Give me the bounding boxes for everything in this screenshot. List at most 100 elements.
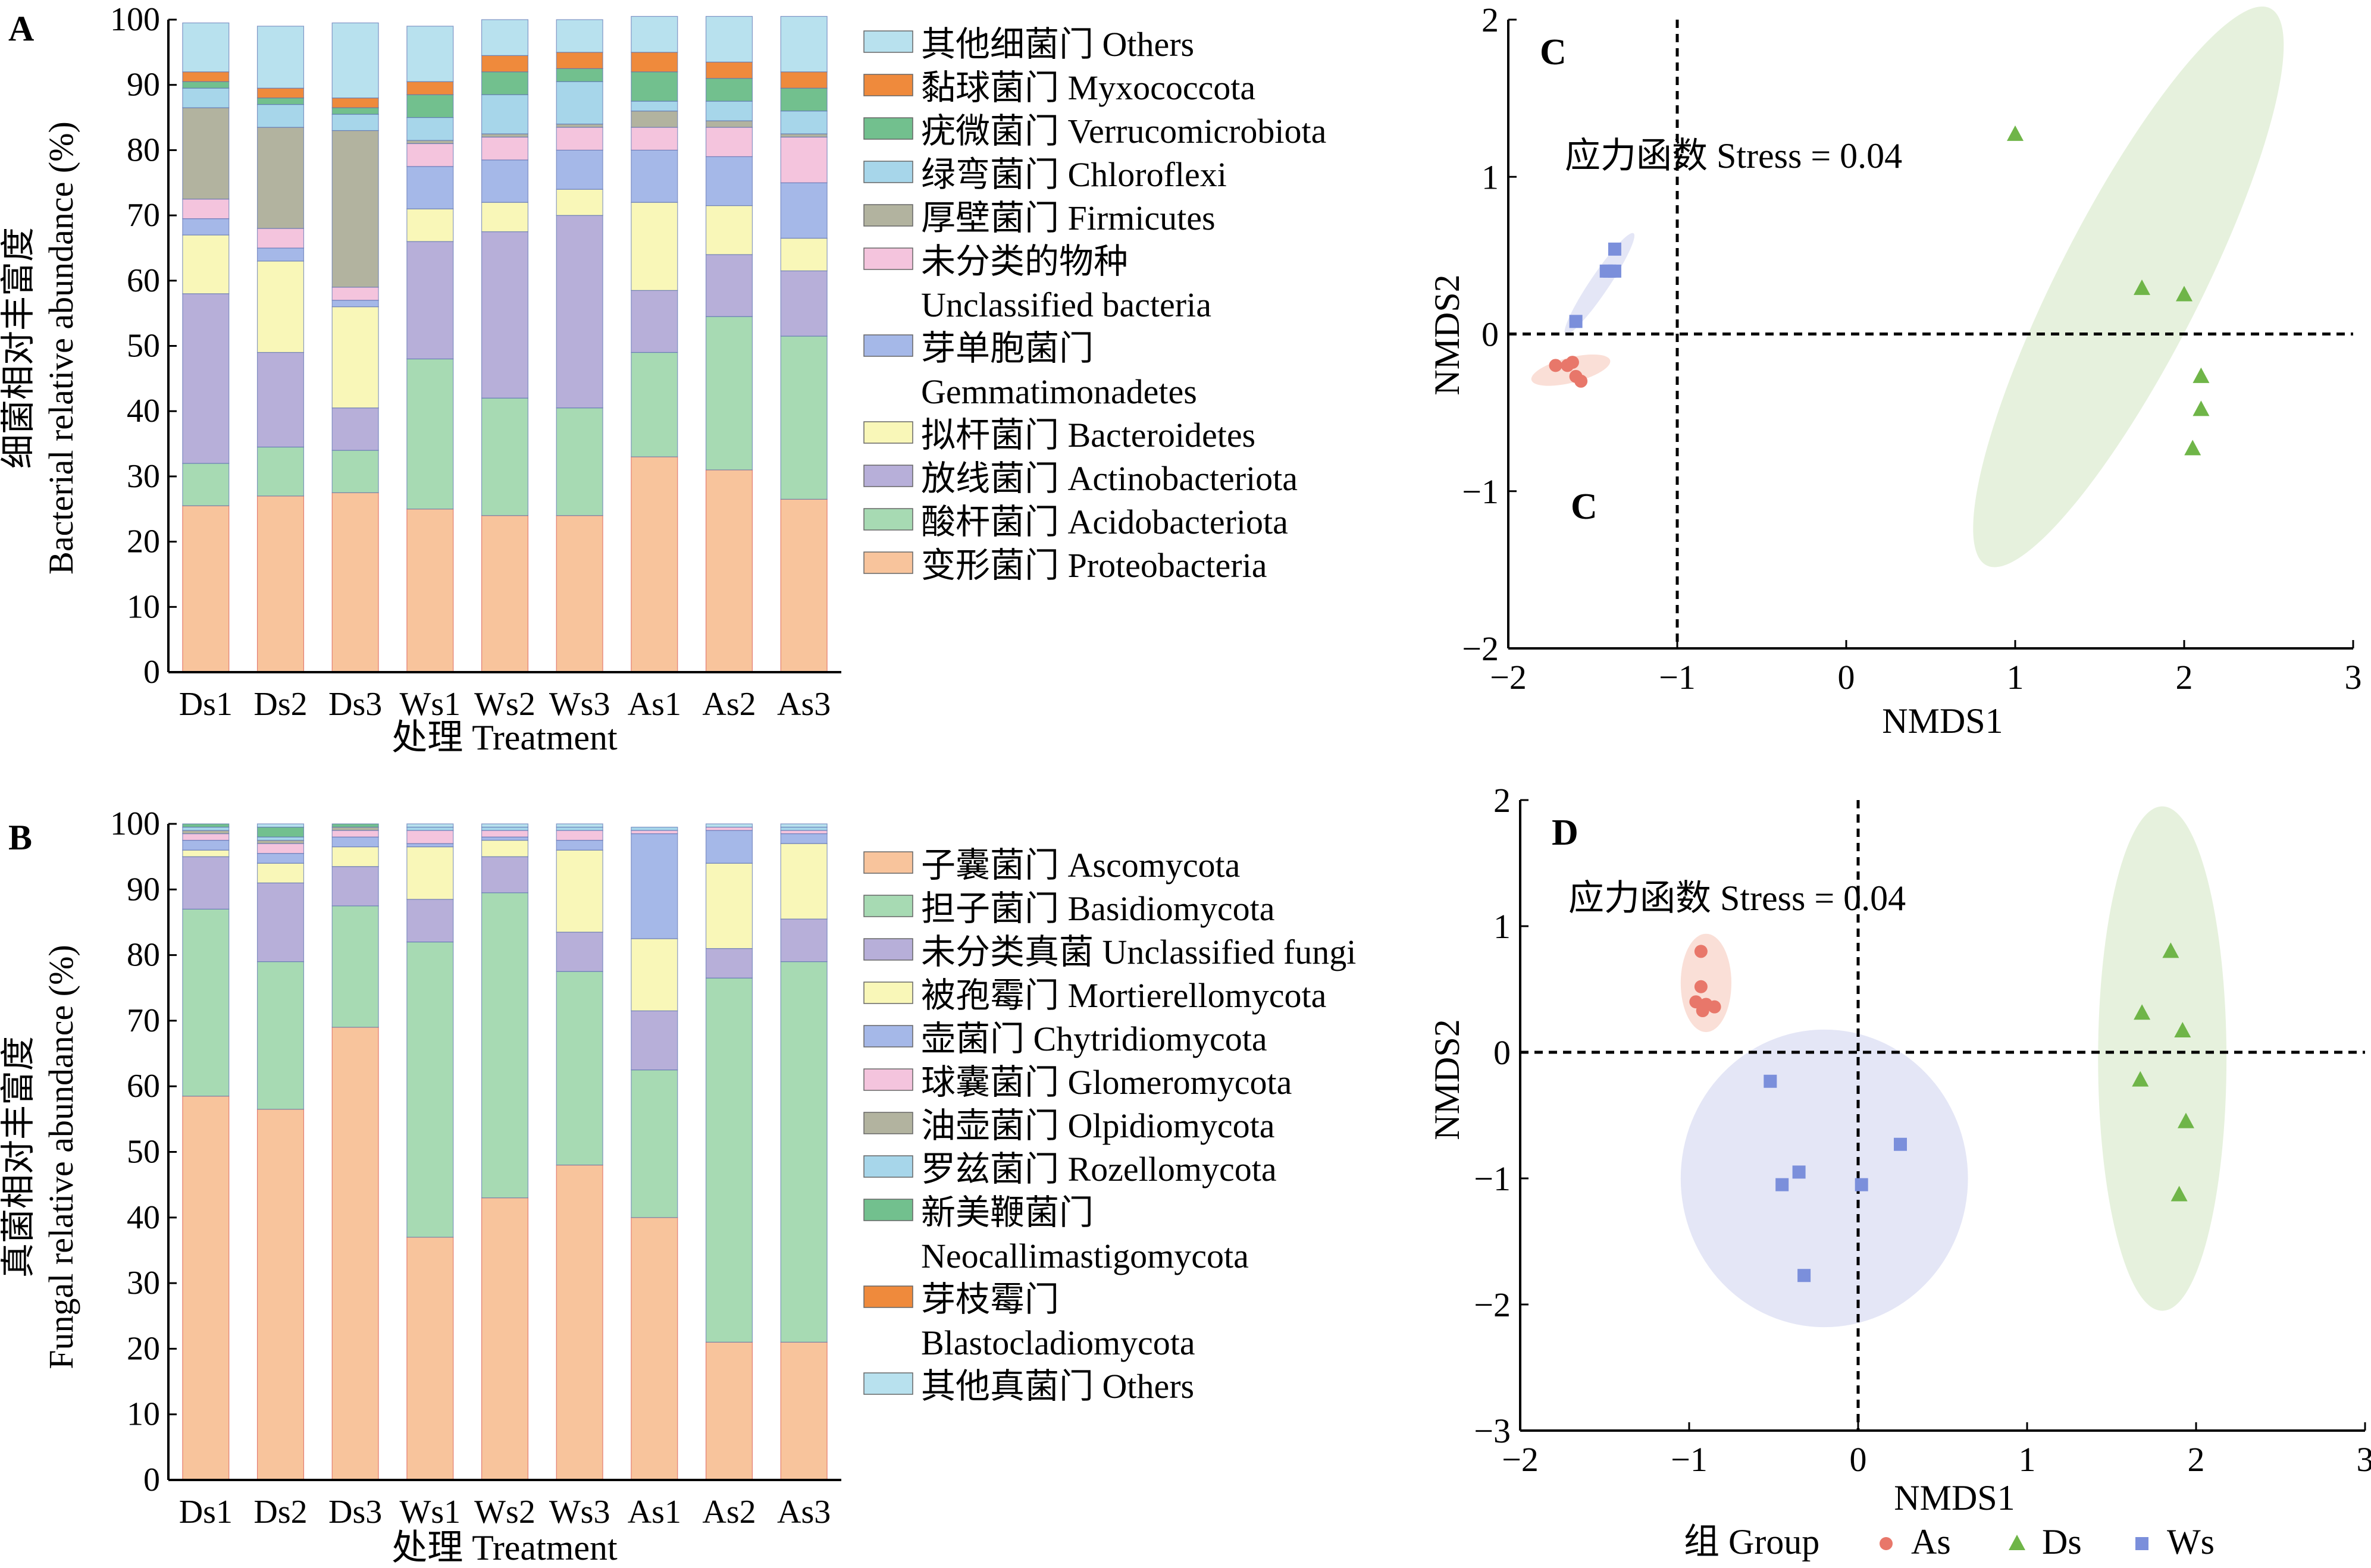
bar-segment-as1-bacteroidetes [631,202,678,291]
legend-label-acidobacteriota: 酸杆菌门 Acidobacteriota [921,503,1288,541]
legend-label-bacteroidetes: 拟杆菌门 Bacteroidetes [921,416,1255,454]
bar-segment-ds3-firmicutes [331,130,379,288]
bar-segment-ws2-verrucomicrobiota [481,71,529,95]
x-tick-label-ws2: Ws2 [474,686,535,723]
bar-segment-as1-others [631,15,678,53]
x-tick-label-3: 3 [2345,658,2362,697]
panel-b-legend: 子囊菌门 Ascomycota 担子菌门 Basidiomycota 未分类真菌 U… [863,846,1356,1406]
legend-label-chloroflexi: 绿弯菌门 Chloroflexi [921,155,1227,194]
panel-b-fungal-stacked-bar: Ds1 Ds2 Ds3 Ws1 Ws2 Ws3 As1 As2 As3 0 10 20 30 40 50 60… [0,805,1356,1567]
bar-segment-ws2-mortierellomycota [481,839,529,857]
point-ws-5 [1855,1178,1868,1191]
y-tick-label-50: 50 [127,328,160,365]
bar-segment-ds1-neocallimastigomycota [182,823,230,828]
x-tick-label--2: −2 [1502,1440,1539,1479]
bar-segment-ds1-acidobacteriota [182,463,230,506]
bar-segment-as2-acidobacteriota [705,316,753,471]
y-tick-label-2: 2 [1493,781,1511,820]
bar-segment-as3-acidobacteriota [780,335,828,500]
bar-segment-as1-unclassified-fungi [631,1010,678,1071]
bar-segment-as1-ascomycota [631,1217,678,1481]
bar-segment-ws3-unclassified-fungi [556,932,603,972]
bar-segment-ws2-acidobacteriota [481,397,529,516]
panel-c-xlabel: NMDS1 [1882,701,2003,741]
x-tick-label-ws1: Ws1 [400,1494,461,1531]
bar-segment-as1-glomeromycota [631,830,678,835]
legend-swatch-verrucomicrobiota [863,117,913,140]
bar-segment-as3-unclassified-fungi [780,918,828,962]
bar-segment-ds2-firmicutes [256,127,305,229]
bar-segment-ds3-neocallimastigomycota [331,823,379,828]
bar-segment-ws1-glomeromycota [406,830,454,844]
bar-segment-ws3-ascomycota [556,1164,603,1481]
y-tick-label-80: 80 [127,131,160,168]
x-tick-label-ds1: Ds1 [179,1494,233,1531]
bar-segment-ws3-glomeromycota [556,830,603,841]
y-tick-label-1: 1 [1493,907,1511,946]
panel-a-legend: 其他细菌门 Others 黏球菌门 Myxococcota 疣微菌门 Verruco… [863,25,1326,585]
bar-segment-ds2-neocallimastigomycota [256,826,305,838]
bar-segment-ds2-myxococcota [256,87,305,99]
legend-label-proteobacteria: 变形菌门 Proteobacteria [921,546,1267,585]
bar-segment-ws3-chytridiomycota [556,839,603,851]
bar-segment-ws3-mortierellomycota [556,849,603,933]
point-as-2 [1694,980,1708,993]
bar-segment-as3-firmicutes [780,133,828,138]
point-ds-6 [2184,440,2201,456]
legend-marker-ds [2009,1535,2025,1550]
bar-segment-ds2-olpidiomycota [256,839,305,844]
bar-segment-ds1-firmicutes [182,107,230,200]
legend-label-unclassified-bacteria-en: Unclassified bacteria [921,286,1211,324]
bar-segment-as2-ascomycota [705,1341,753,1481]
x-tick-label-ws2: Ws2 [474,1494,535,1531]
bar-segment-ds3-bacteroidetes [331,306,379,409]
legend-label-ws: Ws [2167,1522,2215,1561]
y-tick-label-10: 10 [127,588,160,625]
legend-swatch-others [863,30,913,53]
bar-segment-ds2-others [256,26,305,89]
bar-segment-ws2-rozellomycota [481,826,529,831]
bar-segment-ds3-basidiomycota [331,905,379,1028]
bar-segment-as3-others [780,823,828,828]
x-tick-label-ws3: Ws3 [549,1494,610,1531]
bar-segment-as1-actinobacteriota [631,290,678,353]
x-tick-label-1: 1 [2019,1440,2036,1479]
y-tick-label--3: −3 [1474,1412,1511,1450]
bar-segment-as2-gemmatimonadetes [705,156,753,206]
bar-segment-ws1-others [406,823,454,828]
bar-segment-ws2-gemmatimonadetes [481,159,529,203]
bar-segment-as2-basidiomycota [705,977,753,1343]
legend-label-ds: Ds [2042,1522,2082,1561]
panel-letter-a: A [8,9,34,48]
x-tick-label-0: 0 [1838,658,1855,697]
bar-segment-ds3-mortierellomycota [331,846,379,867]
bar-segment-ws3-verrucomicrobiota [556,68,603,82]
bar-segment-ds1-chytridiomycota [182,839,230,851]
legend-swatch-proteobacteria [863,551,913,574]
confidence-ellipse-ds [2098,806,2227,1311]
bar-segment-as2-unclassified-bacteria [705,127,753,157]
bar-segment-ws3-basidiomycota [556,971,603,1166]
y-tick-label-40: 40 [127,393,160,429]
panel-c-plot: −2 −1 0 1 2 3 −2 −1 0 1 2 [1462,1,2362,697]
bar-segment-as2-myxococcota [705,61,753,79]
bar-segment-ds2-chytridiomycota [256,853,305,864]
bar-segment-ws1-mortierellomycota [406,846,454,900]
bar-segment-ws3-unclassified-bacteria [556,127,603,151]
bar-segment-as2-unclassified-fungi [705,948,753,979]
bar-segment-ds3-glomeromycota [331,830,379,838]
bar-segment-as3-gemmatimonadetes [780,182,828,239]
bar-segment-ds2-ascomycota [256,1109,305,1481]
bar-segment-ds2-bacteroidetes [256,261,305,353]
bar-segment-ds2-unclassified-fungi [256,882,305,962]
bar-segment-ds1-chloroflexi [182,87,230,108]
y-tick-label-10: 10 [127,1396,160,1433]
bar-segment-as3-rozellomycota [780,826,828,831]
y-tick-label-90: 90 [127,67,160,104]
bar-segment-as3-chytridiomycota [780,833,828,844]
legend-label-actinobacteriota: 放线菌门 Actinobacteriota [921,459,1298,498]
x-tick-label-0: 0 [1850,1440,1867,1479]
bar-segment-ds1-glomeromycota [182,833,230,841]
legend-swatch-mortierellomycota [863,981,913,1004]
